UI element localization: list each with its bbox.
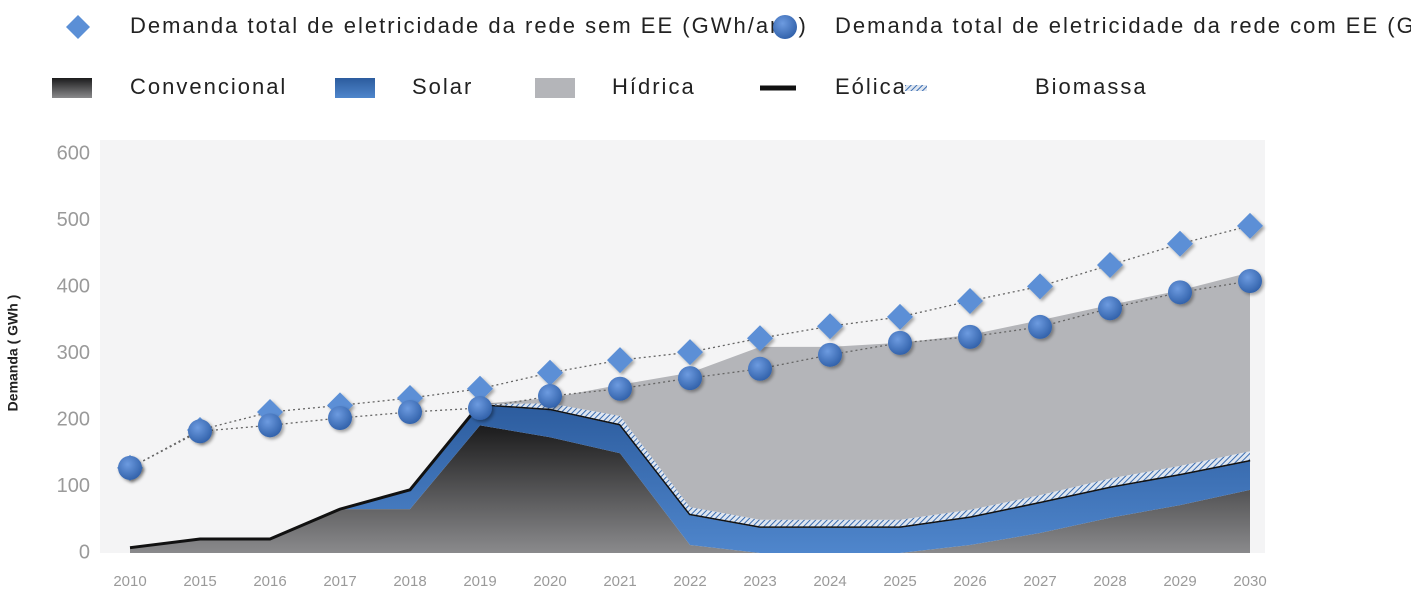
diamond-marker — [607, 347, 633, 374]
legend-swatch — [52, 78, 92, 98]
y-tick-label: 300 — [57, 342, 90, 364]
y-tick-label: 0 — [79, 541, 90, 563]
y-tick-label: 100 — [57, 475, 90, 497]
x-tick-label: 2026 — [953, 573, 986, 590]
y-axis-label: Demanda ( GWh ) — [5, 295, 21, 412]
x-tick-label: 2023 — [743, 573, 776, 590]
circle-marker — [608, 376, 632, 401]
circle-marker — [1238, 269, 1262, 294]
circle-marker — [118, 455, 142, 480]
legend-swatch — [66, 15, 90, 39]
circle-marker — [538, 384, 562, 409]
y-tick-label: 200 — [57, 408, 90, 430]
circle-marker — [1098, 296, 1122, 321]
legend-swatch — [760, 85, 796, 91]
x-tick-label: 2020 — [533, 573, 566, 590]
x-tick-label: 2022 — [673, 573, 706, 590]
y-tick-label: 400 — [57, 275, 90, 297]
legend-label: Solar — [412, 74, 473, 99]
legend-label: Demanda total de eletricidade da rede co… — [835, 13, 1411, 38]
diamond-marker — [817, 313, 843, 340]
legend-label: Biomassa — [1035, 74, 1148, 99]
x-tick-label: 2025 — [883, 573, 916, 590]
legend-swatch — [535, 78, 575, 98]
circle-marker — [188, 419, 212, 444]
legend-label: Convencional — [130, 74, 287, 99]
x-tick-label: 2030 — [1233, 573, 1266, 590]
diamond-marker — [957, 287, 983, 314]
stacked-area — [130, 425, 1250, 553]
circle-marker — [468, 396, 492, 421]
circle-marker — [818, 342, 842, 367]
circle-marker — [958, 324, 982, 349]
y-tick-label: 500 — [57, 209, 90, 231]
x-tick-label: 2021 — [603, 573, 636, 590]
y-tick-label: 600 — [57, 142, 90, 164]
x-tick-label: 2027 — [1023, 573, 1056, 590]
x-tick-label: 2029 — [1163, 573, 1196, 590]
circle-marker — [678, 366, 702, 391]
diamond-marker — [677, 339, 703, 366]
legend-swatch — [773, 15, 797, 39]
x-tick-label: 2010 — [113, 573, 146, 590]
x-tick-label: 2028 — [1093, 573, 1126, 590]
diamond-marker — [1167, 230, 1193, 257]
legend-label: Hídrica — [612, 74, 696, 99]
diamond-marker — [537, 359, 563, 386]
diamond-marker — [1097, 252, 1123, 279]
diamond-marker — [747, 325, 773, 352]
circle-marker — [1028, 314, 1052, 339]
x-tick-label: 2019 — [463, 573, 496, 590]
diamond-marker — [1237, 212, 1263, 239]
x-tick-label: 2018 — [393, 573, 426, 590]
circle-marker — [748, 356, 772, 381]
circle-marker — [398, 400, 422, 425]
legend-swatch — [905, 85, 927, 91]
legend-label: Demanda total de eletricidade da rede se… — [130, 13, 808, 38]
x-tick-label: 2017 — [323, 573, 356, 590]
diamond-marker — [467, 375, 493, 402]
circle-marker — [328, 406, 352, 431]
x-tick-label: 2015 — [183, 573, 216, 590]
legend-label: Eólica — [835, 74, 907, 99]
circle-marker — [888, 330, 912, 355]
circle-marker — [1168, 280, 1192, 305]
biomass-area — [130, 403, 1250, 548]
diamond-marker — [887, 303, 913, 330]
x-tick-label: 2024 — [813, 573, 846, 590]
legend-swatch — [335, 78, 375, 98]
circle-marker — [258, 413, 282, 438]
demand-line — [129, 280, 1251, 469]
stacked-area — [130, 405, 1250, 553]
diamond-marker — [1027, 273, 1053, 300]
x-tick-label: 2016 — [253, 573, 286, 590]
